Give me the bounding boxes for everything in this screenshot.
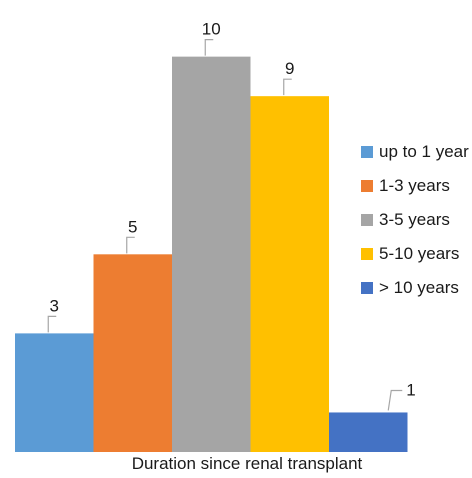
bar-up-to-1-year — [15, 333, 94, 452]
data-label-1-3-years: 5 — [128, 217, 137, 236]
legend-swatch-10-years — [361, 282, 373, 294]
leader-line-10-years — [387, 389, 403, 411]
data-label-10-years: 1 — [406, 380, 415, 399]
legend-label-5-10-years: 5-10 years — [379, 244, 459, 263]
bar-group — [15, 56, 408, 453]
data-label-up-to-1-year: 3 — [50, 296, 59, 315]
bar-10-years — [329, 412, 408, 452]
legend-swatch-up-to-1-year — [361, 146, 373, 158]
leader-line-up-to-1-year — [47, 315, 57, 333]
leader-line-3-5-years — [204, 39, 214, 56]
data-label-leader-lines — [47, 39, 403, 411]
legend-label-1-3-years: 1-3 years — [379, 176, 450, 195]
bar-5-10-years — [250, 96, 329, 453]
legend-label-up-to-1-year: up to 1 year — [379, 142, 469, 161]
x-axis-label: Duration since renal transplant — [132, 454, 363, 473]
bar-1-3-years — [93, 254, 172, 452]
legend-swatch-3-5-years — [361, 214, 373, 226]
legend-label-10-years: > 10 years — [379, 278, 459, 297]
legend-label-3-5-years: 3-5 years — [379, 210, 450, 229]
leader-line-1-3-years — [126, 236, 135, 254]
data-label-group: 3 5 10 9 1 — [50, 20, 416, 400]
bar-3-5-years — [172, 56, 251, 452]
legend-swatch-1-3-years — [361, 180, 373, 192]
leader-line-5-10-years — [283, 78, 292, 96]
legend: up to 1 year 1-3 years 3-5 years 5-10 years… — [361, 142, 469, 297]
data-label-3-5-years: 10 — [202, 20, 221, 39]
data-label-5-10-years: 9 — [285, 59, 294, 78]
legend-swatch-5-10-years — [361, 248, 373, 260]
